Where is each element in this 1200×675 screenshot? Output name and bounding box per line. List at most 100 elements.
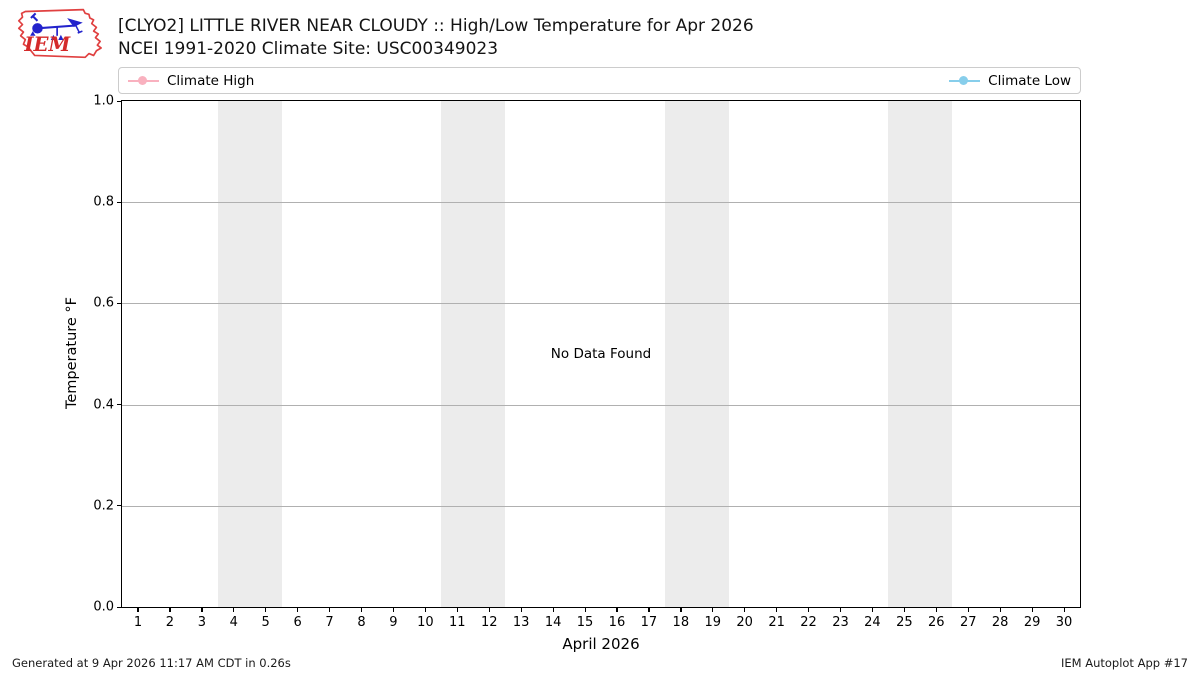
x-tick-mark bbox=[201, 608, 203, 612]
x-tick-label: 21 bbox=[768, 615, 785, 630]
plot-outer: No Data Found 0.0 0.2 0.4 0.6 0.8 1.0 1 2 3 4 5 6 7 8… bbox=[93, 94, 1081, 630]
x-tick-label: 6 bbox=[293, 615, 302, 630]
plot-area: No Data Found 0.0 0.2 0.4 0.6 0.8 1.0 1 2 3 4 5 6 7 8… bbox=[93, 94, 1081, 630]
iowa-outline-icon bbox=[17, 8, 102, 59]
legend-label-climate-high: Climate High bbox=[167, 72, 255, 89]
x-tick-label: 24 bbox=[864, 615, 881, 630]
climate-low-marker-icon bbox=[949, 76, 981, 86]
generated-timestamp: Generated at 9 Apr 2026 11:17 AM CDT in … bbox=[12, 656, 291, 670]
x-tick-mark bbox=[776, 608, 778, 612]
x-tick-mark bbox=[903, 608, 906, 612]
y-tick-label: 0.0 bbox=[93, 599, 114, 615]
chart-legend: Climate High Climate Low bbox=[118, 67, 1081, 94]
chart-title-block: [CLYO2] LITTLE RIVER NEAR CLOUDY :: High… bbox=[118, 15, 754, 61]
x-tick-label: 11 bbox=[449, 615, 466, 630]
x-tick-label: 4 bbox=[229, 615, 238, 630]
x-tick-label: 20 bbox=[736, 615, 753, 630]
y-tick-label: 0.6 bbox=[93, 295, 114, 311]
x-tick-mark bbox=[967, 608, 969, 612]
x-tick-label: 7 bbox=[325, 615, 334, 630]
x-tick-mark bbox=[871, 608, 874, 612]
climate-high-marker-icon bbox=[128, 76, 159, 86]
x-tick-mark bbox=[424, 608, 427, 612]
y-tick-mark bbox=[117, 201, 121, 203]
y-tick-mark bbox=[117, 505, 121, 507]
x-tick-mark bbox=[840, 608, 842, 612]
y-tick-label: 0.4 bbox=[93, 397, 114, 413]
x-tick-label: 16 bbox=[608, 615, 626, 630]
x-tick-label: 28 bbox=[991, 615, 1009, 630]
x-tick-mark bbox=[1031, 608, 1033, 612]
x-tick-label: 22 bbox=[800, 615, 817, 630]
x-tick-label: 15 bbox=[576, 615, 594, 630]
x-tick-label: 19 bbox=[704, 615, 722, 630]
x-tick-label: 2 bbox=[165, 615, 175, 630]
x-tick-label: 14 bbox=[544, 615, 562, 630]
x-tick-mark bbox=[456, 608, 458, 612]
x-tick-mark bbox=[712, 608, 714, 612]
weekend-shading-band bbox=[888, 101, 953, 607]
x-tick-mark bbox=[680, 608, 682, 612]
legend-label-climate-low: Climate Low bbox=[988, 72, 1071, 89]
chart-title: [CLYO2] LITTLE RIVER NEAR CLOUDY :: High… bbox=[118, 16, 754, 36]
x-tick-mark bbox=[808, 608, 810, 612]
x-tick-mark bbox=[935, 608, 937, 612]
x-tick-label: 25 bbox=[896, 615, 913, 630]
x-tick-mark bbox=[361, 608, 363, 612]
x-tick-label: 1 bbox=[133, 615, 143, 630]
x-tick-mark bbox=[616, 608, 618, 612]
weekend-shading-band bbox=[664, 101, 729, 607]
x-tick-mark bbox=[297, 608, 299, 612]
x-tick-mark bbox=[488, 608, 490, 612]
x-tick-label: 17 bbox=[640, 615, 658, 630]
y-tick-mark bbox=[117, 100, 121, 102]
y-tick-mark bbox=[117, 606, 121, 608]
x-tick-mark bbox=[552, 608, 554, 612]
x-tick-label: 30 bbox=[1055, 615, 1073, 630]
x-tick-mark bbox=[520, 608, 522, 612]
x-tick-mark bbox=[584, 608, 586, 612]
y-gridline bbox=[122, 505, 1080, 507]
iem-logo: IEM bbox=[17, 8, 102, 59]
y-tick-label: 0.8 bbox=[93, 194, 114, 210]
x-tick-mark bbox=[329, 608, 331, 612]
weathervane-icon bbox=[30, 12, 83, 41]
x-axis-label: April 2026 bbox=[562, 635, 640, 653]
x-tick-mark bbox=[169, 608, 171, 612]
x-tick-label: 29 bbox=[1023, 615, 1041, 630]
no-data-annotation: No Data Found bbox=[550, 346, 652, 362]
x-tick-label: 18 bbox=[672, 615, 690, 630]
y-gridline bbox=[122, 404, 1080, 406]
x-tick-mark bbox=[999, 608, 1001, 612]
x-tick-mark bbox=[265, 608, 267, 612]
weekend-shading-band bbox=[441, 101, 506, 607]
y-axis-label: Temperature °F bbox=[64, 296, 80, 410]
y-tick-mark bbox=[117, 302, 121, 305]
legend-item-climate-high: Climate High bbox=[128, 73, 254, 89]
x-tick-mark bbox=[137, 608, 139, 612]
weekend-shading-band bbox=[217, 101, 282, 607]
chart-subtitle: NCEI 1991-2020 Climate Site: USC00349023 bbox=[118, 39, 499, 59]
x-tick-label: 10 bbox=[417, 615, 434, 630]
legend-item-climate-low: Climate Low bbox=[949, 73, 1071, 89]
x-tick-mark bbox=[648, 608, 650, 612]
x-tick-mark bbox=[1063, 608, 1065, 612]
x-tick-label: 5 bbox=[261, 615, 270, 630]
x-tick-mark bbox=[392, 608, 395, 612]
x-tick-label: 8 bbox=[357, 615, 366, 630]
y-gridline bbox=[122, 303, 1080, 305]
x-tick-label: 27 bbox=[959, 615, 977, 630]
logo-text: IEM bbox=[23, 33, 71, 56]
x-tick-label: 3 bbox=[197, 615, 206, 630]
y-gridline bbox=[122, 202, 1080, 204]
x-tick-label: 26 bbox=[928, 615, 945, 630]
x-tick-label: 13 bbox=[512, 615, 530, 630]
app-credit: IEM Autoplot App #17 bbox=[1060, 656, 1188, 670]
x-tick-mark bbox=[233, 608, 235, 612]
y-tick-label: 0.2 bbox=[93, 498, 114, 514]
y-tick-label: 1.0 bbox=[93, 93, 114, 109]
y-tick-mark bbox=[117, 404, 121, 406]
x-tick-mark bbox=[744, 608, 746, 612]
x-tick-label: 9 bbox=[389, 615, 398, 630]
